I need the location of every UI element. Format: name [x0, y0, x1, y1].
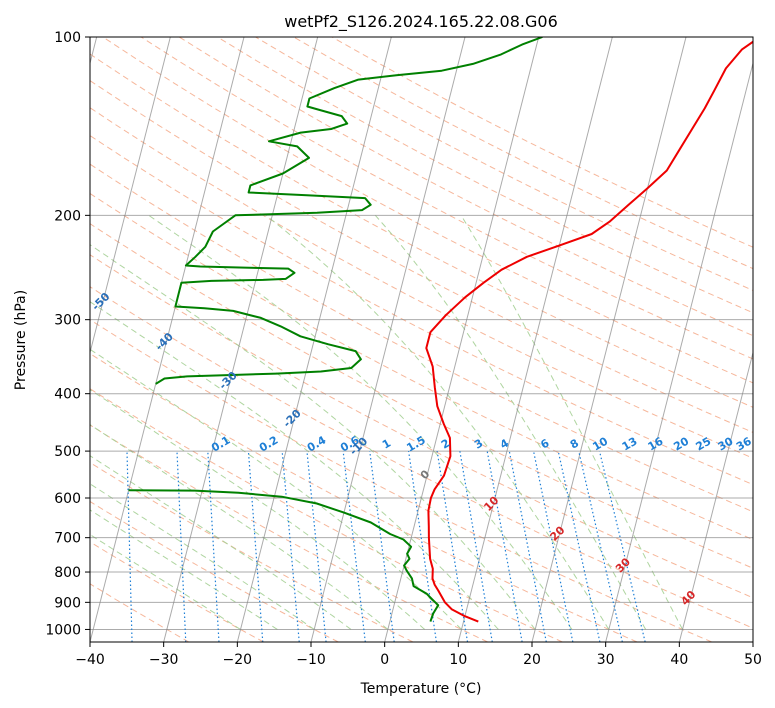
- mixing-ratio-line: [508, 450, 547, 642]
- dry-adiabat-line: [178, 37, 753, 337]
- x-tick-label: 20: [523, 652, 541, 668]
- mixing-ratio-line: [557, 450, 601, 642]
- x-tick-label: 0: [380, 652, 389, 668]
- dry-adiabat-line: [90, 134, 753, 486]
- x-tick-label: −10: [296, 652, 326, 668]
- y-tick-label: 500: [54, 444, 81, 460]
- y-tick-label: 400: [54, 387, 81, 403]
- moist-adiabat-line: [90, 301, 499, 630]
- y-axis-label: Pressure (hPa): [13, 290, 29, 390]
- plot-frame: [89, 36, 754, 643]
- y-tick-label: 200: [54, 208, 81, 224]
- dewpoint_upper-line: [155, 37, 543, 385]
- y-tick-label: 1000: [45, 622, 81, 638]
- mixing-ratio-line: [486, 450, 523, 642]
- moist-adiabat-line: [90, 509, 278, 630]
- isotherm-line: [457, 37, 613, 642]
- moist-adiabat-line: [265, 214, 610, 630]
- dry-adiabat-line: [90, 583, 190, 642]
- x-axis: −40 −30 −20 −10 0 10 20 30 40 50: [75, 642, 762, 668]
- dry-adiabat-line: [102, 37, 753, 384]
- mixing-ratio-line: [578, 450, 623, 642]
- dry-adiabat-line: [90, 53, 753, 408]
- y-tick-label: 700: [54, 531, 81, 547]
- moist-adiabat-line: [90, 483, 315, 630]
- x-tick-label: 40: [670, 652, 688, 668]
- y-tick-label: 600: [54, 491, 81, 507]
- mixing-ratio-lines: [126, 450, 646, 642]
- y-axis: 100 200 300 400 500 600 700 800 900 1000: [45, 30, 90, 638]
- dry-adiabat-line: [90, 286, 753, 629]
- dry-adiabat-line: [90, 424, 488, 642]
- chart-title: wetPf2_S126.2024.165.22.08.G06: [284, 12, 558, 32]
- isotherm-line: [605, 61, 753, 642]
- x-tick-label: 30: [597, 652, 615, 668]
- y-tick-label: 300: [54, 313, 81, 329]
- moist-adiabat-line: [460, 215, 683, 630]
- x-tick-label: 50: [744, 652, 762, 668]
- dry-adiabat-line: [90, 388, 563, 642]
- profile-lines: [128, 37, 753, 623]
- mixing-ratio-line: [342, 451, 366, 642]
- mixing-ratio-line: [369, 451, 395, 642]
- isotherm-line: [678, 350, 753, 642]
- mixing-ratio-line: [532, 450, 574, 642]
- isotherm-line: [90, 37, 245, 642]
- isotherm-line: [90, 37, 171, 355]
- dry-adiabat-line: [90, 319, 712, 642]
- x-tick-label: 10: [449, 652, 467, 668]
- mixing-ratio-line: [598, 450, 646, 642]
- y-tick-label: 800: [54, 565, 81, 581]
- isotherm-line: [163, 37, 319, 642]
- dry-adiabat-line: [90, 163, 753, 513]
- background-lines: [90, 37, 753, 642]
- isotherm-line: [310, 37, 466, 642]
- mixing-ratio-line: [459, 451, 493, 642]
- mixing-ratio-label: 36: [734, 434, 754, 453]
- dry-adiabat-line: [90, 254, 753, 599]
- isotherm-line: [384, 37, 540, 642]
- mixing-ratio-line: [436, 451, 469, 642]
- y-tick-label: 100: [54, 30, 81, 46]
- moist-adiabat-line: [90, 424, 389, 630]
- moist-adiabat-line: [90, 389, 426, 630]
- x-tick-label: −40: [75, 652, 105, 668]
- dry-adiabat-line: [217, 37, 753, 314]
- moist-adiabat-line: [90, 533, 241, 630]
- x-tick-label: −20: [223, 652, 253, 668]
- dry-adiabat-line: [90, 353, 638, 642]
- x-axis-label: Temperature (°C): [360, 681, 482, 697]
- dewpoint-line: [128, 489, 440, 622]
- mixing-ratio-line: [407, 451, 438, 642]
- moist-adiabat-line: [90, 455, 352, 630]
- isotherm-line: [531, 37, 687, 642]
- y-tick-label: 900: [54, 595, 81, 611]
- temperature-line: [425, 40, 753, 623]
- x-tick-label: −30: [149, 652, 179, 668]
